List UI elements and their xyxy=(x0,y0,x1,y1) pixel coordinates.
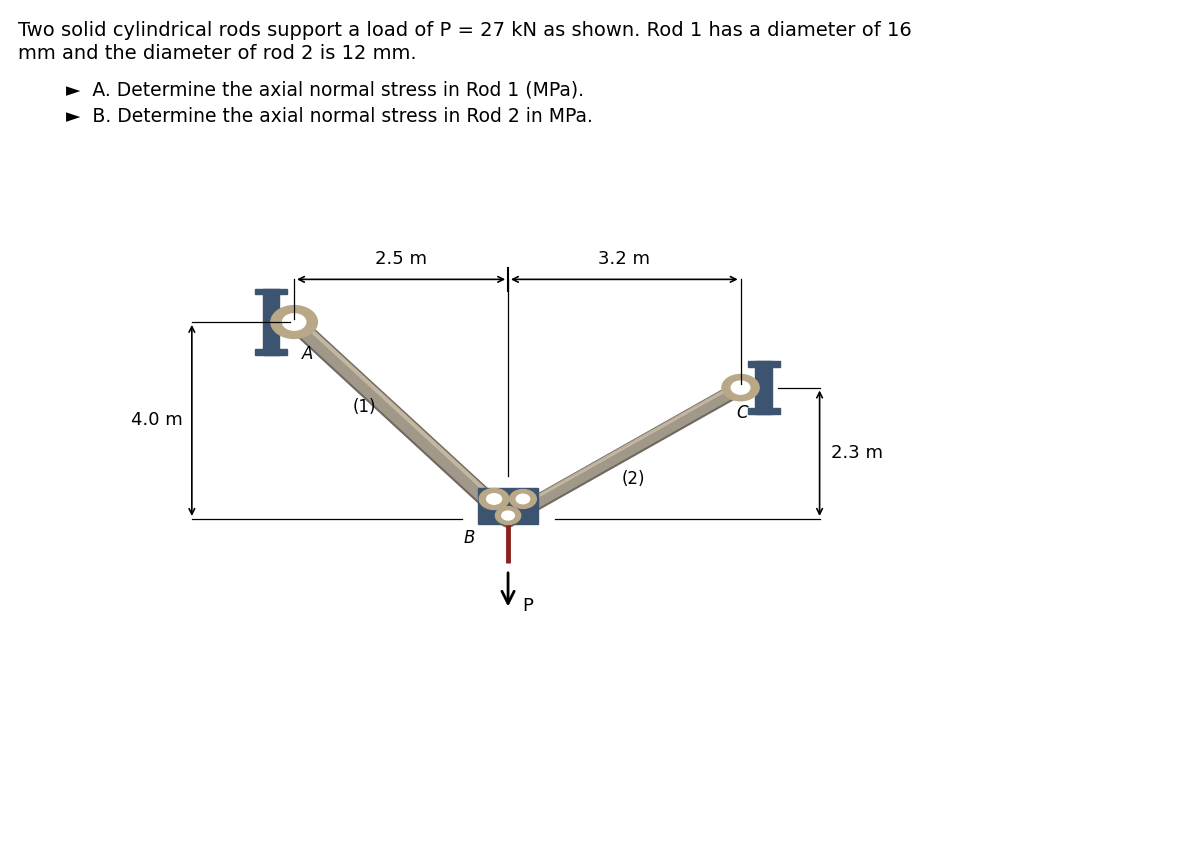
Text: 4.0 m: 4.0 m xyxy=(131,412,182,429)
Text: 3.2 m: 3.2 m xyxy=(599,250,650,268)
Bar xyxy=(478,488,539,524)
Text: B: B xyxy=(463,528,474,547)
Bar xyxy=(756,361,772,414)
Circle shape xyxy=(496,507,521,525)
Text: mm and the diameter of rod 2 is 12 mm.: mm and the diameter of rod 2 is 12 mm. xyxy=(18,44,416,63)
Bar xyxy=(748,408,780,414)
Text: 2.5 m: 2.5 m xyxy=(376,250,427,268)
Bar xyxy=(256,289,287,295)
Circle shape xyxy=(510,490,536,509)
Circle shape xyxy=(487,493,502,504)
Text: Two solid cylindrical rods support a load of P = 27 kN as shown. Rod 1 has a dia: Two solid cylindrical rods support a loa… xyxy=(18,21,912,40)
Text: (2): (2) xyxy=(622,470,646,488)
Text: P: P xyxy=(522,597,533,615)
Text: (1): (1) xyxy=(352,398,376,417)
Bar xyxy=(748,360,780,366)
Text: A: A xyxy=(301,345,313,363)
Text: 2.3 m: 2.3 m xyxy=(830,444,883,463)
Circle shape xyxy=(722,375,760,400)
Circle shape xyxy=(731,381,750,394)
Circle shape xyxy=(282,314,306,331)
Circle shape xyxy=(502,511,515,520)
Circle shape xyxy=(271,306,317,338)
Text: ►  B. Determine the axial normal stress in Rod 2 in MPa.: ► B. Determine the axial normal stress i… xyxy=(66,106,593,125)
Circle shape xyxy=(516,494,529,504)
Circle shape xyxy=(479,488,509,509)
Bar xyxy=(256,349,287,354)
Text: ►  A. Determine the axial normal stress in Rod 1 (MPa).: ► A. Determine the axial normal stress i… xyxy=(66,81,584,100)
Text: C: C xyxy=(736,404,748,422)
Bar xyxy=(263,289,280,354)
